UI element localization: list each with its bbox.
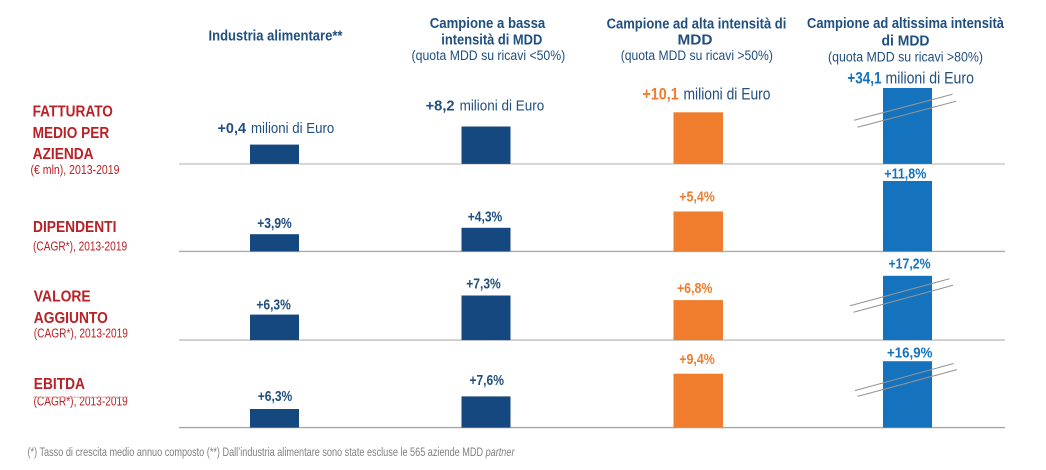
svg-text:milioni di Euro: milioni di Euro	[460, 98, 545, 114]
svg-text:(quota MDD su ricavi <50%): (quota MDD su ricavi <50%)	[412, 48, 566, 63]
svg-text:EBITDA: EBITDA	[34, 376, 86, 393]
svg-text:+16,9%: +16,9%	[887, 344, 933, 361]
svg-text:+6,8%: +6,8%	[677, 281, 713, 297]
svg-text:VALORE: VALORE	[34, 289, 91, 306]
svg-text:(€ mln), 2013-2019: (€ mln), 2013-2019	[31, 162, 120, 177]
svg-text:AZIENDA: AZIENDA	[33, 146, 94, 163]
svg-text:DIPENDENTI: DIPENDENTI	[33, 219, 116, 236]
svg-text:Campione ad altissima intensit: Campione ad altissima intensità	[807, 16, 1005, 32]
svg-text:+34,1: +34,1	[847, 70, 881, 88]
svg-text:FATTURATO: FATTURATO	[33, 103, 113, 120]
svg-text:+9,4%: +9,4%	[679, 352, 715, 368]
svg-text:di MDD: di MDD	[882, 34, 930, 50]
svg-text:+11,8%: +11,8%	[884, 165, 926, 182]
svg-text:(quota MDD su ricavi >80%): (quota MDD su ricavi >80%)	[828, 50, 983, 65]
svg-text:+3,9%: +3,9%	[257, 215, 292, 232]
svg-text:Campione a bassa: Campione a bassa	[430, 16, 546, 32]
svg-text:+4,3%: +4,3%	[468, 208, 503, 225]
svg-text:(CAGR*), 2013-2019: (CAGR*), 2013-2019	[34, 393, 128, 408]
svg-text:(CAGR*), 2013-2019: (CAGR*), 2013-2019	[33, 238, 127, 253]
svg-text:+0,4: +0,4	[218, 121, 247, 137]
svg-text:(quota MDD su ricavi >50%): (quota MDD su ricavi >50%)	[621, 48, 773, 63]
svg-text:+17,2%: +17,2%	[889, 255, 931, 272]
svg-text:AGGIUNTO: AGGIUNTO	[34, 310, 108, 327]
svg-text:+6,3%: +6,3%	[256, 297, 291, 314]
svg-text:+5,4%: +5,4%	[679, 189, 715, 205]
svg-text:+7,6%: +7,6%	[469, 372, 504, 389]
svg-text:(CAGR*), 2013-2019: (CAGR*), 2013-2019	[34, 325, 128, 340]
svg-text:(*) Tasso di crescita medio an: (*) Tasso di crescita medio annuo compos…	[28, 445, 516, 459]
svg-text:Campione ad alta intensità di: Campione ad alta intensità di	[607, 17, 787, 33]
svg-text:MDD: MDD	[678, 33, 713, 49]
svg-text:intensità di MDD: intensità di MDD	[441, 33, 542, 49]
svg-text:+10,1: +10,1	[642, 85, 678, 103]
svg-text:Industria alimentare**: Industria alimentare**	[209, 28, 343, 44]
svg-text:+6,3%: +6,3%	[258, 388, 293, 405]
svg-text:+7,3%: +7,3%	[466, 276, 501, 293]
svg-text:MEDIO PER: MEDIO PER	[33, 125, 110, 142]
svg-text:+8,2: +8,2	[426, 98, 455, 114]
svg-text:milioni di Euro: milioni di Euro	[251, 121, 334, 137]
svg-text:milioni di Euro: milioni di Euro	[684, 85, 771, 103]
svg-text:milioni di Euro: milioni di Euro	[886, 70, 974, 88]
